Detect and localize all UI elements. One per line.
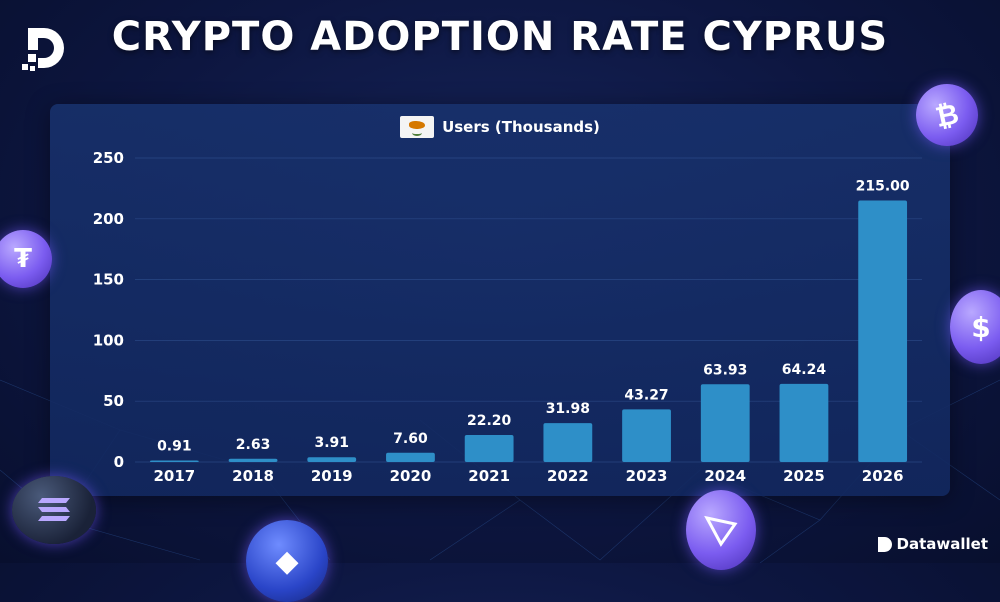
bar-2023 (622, 409, 671, 462)
y-tick-label: 200 (93, 210, 124, 228)
cyprus-flag-icon (400, 116, 435, 138)
bar-2026 (858, 200, 908, 462)
x-tick-label-2018: 2018 (232, 467, 274, 485)
data-label-2021: 22.20 (467, 413, 512, 429)
usdc-coin-icon: $ (950, 290, 1000, 364)
y-tick-label: 100 (93, 331, 124, 349)
data-label-2026: 215.00 (856, 179, 910, 195)
page-title: CRYPTO ADOPTION RATE CYPRUS (111, 14, 889, 60)
datawallet-logo-icon (22, 28, 64, 71)
bar-2018 (228, 458, 278, 462)
data-label-2020: 7.60 (393, 431, 428, 447)
bar-2021 (464, 435, 514, 462)
data-label-2024: 63.93 (703, 362, 747, 378)
data-label-2019: 3.91 (314, 435, 349, 451)
bar-2025 (779, 383, 829, 462)
bar-2019 (307, 457, 357, 462)
x-tick-label-2020: 2020 (390, 467, 432, 485)
x-tick-label-2021: 2021 (468, 467, 510, 485)
y-tick-label: 250 (93, 149, 124, 167)
data-label-2023: 43.27 (624, 387, 668, 403)
x-tick-label-2019: 2019 (311, 467, 353, 485)
solana-coin-icon (12, 476, 96, 544)
tether-coin-icon: ₮ (0, 230, 52, 288)
legend-label: Users (Thousands) (442, 118, 600, 136)
x-tick-label-2026: 2026 (862, 467, 904, 485)
data-label-2018: 2.63 (236, 437, 271, 453)
y-tick-label: 150 (93, 271, 124, 289)
x-tick-label-2025: 2025 (783, 467, 825, 485)
chart-legend: Users (Thousands) (0, 116, 1000, 138)
data-label-2017: 0.91 (157, 439, 192, 455)
x-tick-label-2024: 2024 (704, 467, 746, 485)
bar-2022 (543, 423, 593, 462)
y-tick-label: 50 (103, 392, 124, 410)
data-label-2025: 64.24 (782, 362, 827, 378)
bar-chart: 0 50 100 150 200 250 0.91 2.63 3.91 7.60 22.20 31.… (93, 149, 922, 485)
brand-footer: Datawallet (877, 535, 988, 553)
x-tick-label-2022: 2022 (547, 467, 589, 485)
tron-coin-icon (686, 490, 756, 570)
bar-2020 (386, 452, 435, 462)
x-tick-label-2023: 2023 (626, 467, 668, 485)
brand-label: Datawallet (896, 535, 988, 553)
data-label-2022: 31.98 (546, 401, 590, 417)
x-tick-label-2017: 2017 (153, 467, 195, 485)
datawallet-mark-icon (877, 536, 892, 552)
y-tick-label: 0 (114, 453, 124, 471)
ethereum-coin-icon: ◆ (246, 520, 328, 602)
bar-2017 (149, 460, 199, 462)
bar-2024 (700, 384, 750, 462)
